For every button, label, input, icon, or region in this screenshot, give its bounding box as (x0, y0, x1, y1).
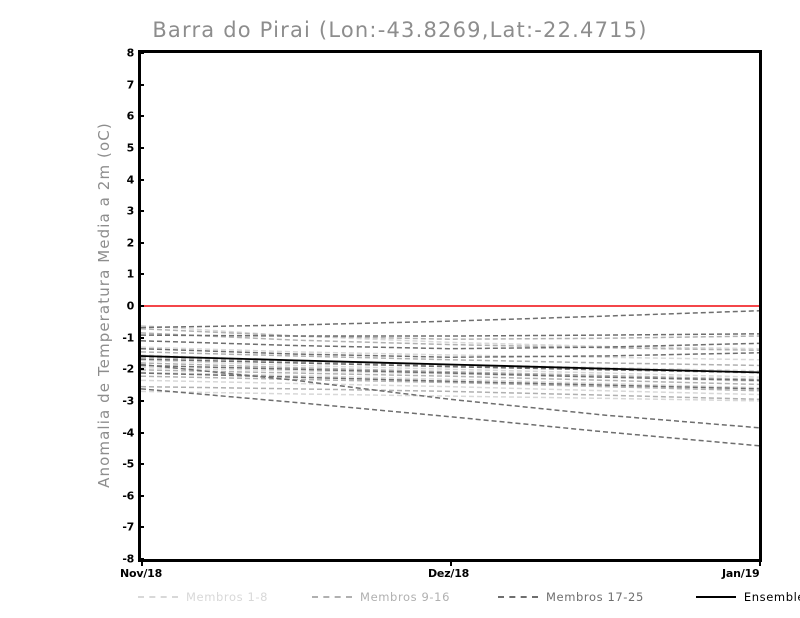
y-axis-tick-label: 5 (126, 141, 135, 155)
y-axis-tick-label: 7 (126, 78, 135, 92)
plot-canvas (141, 305, 759, 447)
series-line (141, 379, 759, 396)
series-line (141, 351, 759, 367)
y-axis-tick-mark (138, 210, 144, 213)
y-axis-tick-mark (138, 273, 144, 276)
legend-item[interactable]: Membros 1-8 (138, 590, 268, 604)
y-axis-tick-mark (138, 336, 144, 339)
legend-label: Ensemble Mean (743, 590, 800, 604)
series-line (141, 371, 759, 389)
series-line (141, 390, 759, 402)
y-axis-tick-label: 8 (126, 46, 135, 60)
x-axis-tick-mark (141, 559, 143, 566)
series-line (141, 364, 759, 382)
y-axis-tick-label: 4 (126, 173, 135, 186)
series-line (141, 388, 759, 447)
legend-line-swatch (498, 596, 539, 598)
y-axis-tick-label: 3 (126, 204, 135, 218)
series-line (141, 385, 759, 401)
y-axis-tick-label: -1 (122, 331, 134, 345)
legend-label: Membros 17-25 (546, 590, 644, 604)
series-line (141, 372, 759, 390)
y-axis-tick-mark (138, 399, 144, 402)
legend-line-swatch (312, 596, 353, 598)
page-title: Barra do Pirai (Lon:-43.8269,Lat:-22.471… (152, 18, 648, 42)
x-axis-tick-mark (759, 559, 761, 566)
series-line (141, 362, 759, 381)
series-line (141, 359, 759, 378)
legend-label: Membros 1-8 (186, 590, 269, 604)
series-line (141, 354, 759, 372)
y-axis-ticks: 8 7 6 5 4 3 2 1 0 -1 -2 -3 -4 -5 -6 -7 -8 (100, 46, 135, 566)
legend-line-swatch (138, 596, 178, 598)
series-line (141, 340, 759, 350)
y-axis-tick-mark (138, 526, 144, 529)
y-axis-tick-label: -6 (122, 489, 134, 503)
legend-item[interactable]: Ensemble Mean (695, 590, 800, 604)
series-line (141, 328, 759, 340)
chart-legend: Membros 1-8 Membros 9-16 Membros 17-25 Ense… (138, 587, 800, 607)
y-axis-tick-label: -5 (122, 457, 134, 471)
y-axis-tick-label: 1 (126, 267, 135, 281)
x-axis-tick-label: Dez/18 (428, 567, 470, 580)
x-axis-tick-label: Nov/18 (120, 567, 163, 580)
series-line (141, 333, 759, 337)
y-axis-tick-mark (138, 305, 144, 307)
y-axis-tick-label: 0 (126, 299, 135, 313)
legend-label: Membros 9-16 (360, 590, 451, 604)
y-axis-tick-mark (138, 146, 144, 149)
y-axis-tick-label: -3 (122, 394, 134, 408)
series-line (141, 369, 759, 386)
y-axis-tick-mark (138, 115, 144, 118)
y-axis-tick-mark (138, 52, 144, 54)
y-axis-tick-label: -2 (122, 362, 134, 376)
y-axis-tick-mark (138, 463, 144, 466)
y-axis-tick-mark (138, 178, 144, 181)
series-line (141, 346, 759, 361)
legend-item[interactable]: Membros 17-25 (498, 590, 644, 604)
x-axis-tick-mark (450, 559, 452, 566)
y-axis-tick-label: -7 (122, 520, 134, 534)
y-axis-tick-label: 6 (126, 109, 135, 123)
series-line (141, 332, 759, 352)
series-line (141, 309, 759, 329)
y-axis-tick-mark (138, 494, 144, 497)
series-line (141, 324, 759, 350)
y-axis-tick-label: -8 (122, 552, 134, 566)
y-axis-tick-mark (138, 241, 144, 244)
y-axis-tick-label: 2 (126, 236, 135, 250)
series-line (141, 347, 759, 358)
series-line (141, 375, 759, 392)
y-axis-tick-label: -4 (122, 426, 134, 439)
y-axis-tick-mark (138, 83, 144, 86)
legend-line-swatch (695, 596, 736, 598)
y-axis-tick-mark (138, 368, 144, 371)
x-axis-tick-label: Jan/19 (722, 567, 760, 580)
series-line (141, 355, 759, 374)
y-axis-tick-mark (138, 431, 144, 434)
legend-item[interactable]: Membros 9-16 (312, 590, 450, 604)
